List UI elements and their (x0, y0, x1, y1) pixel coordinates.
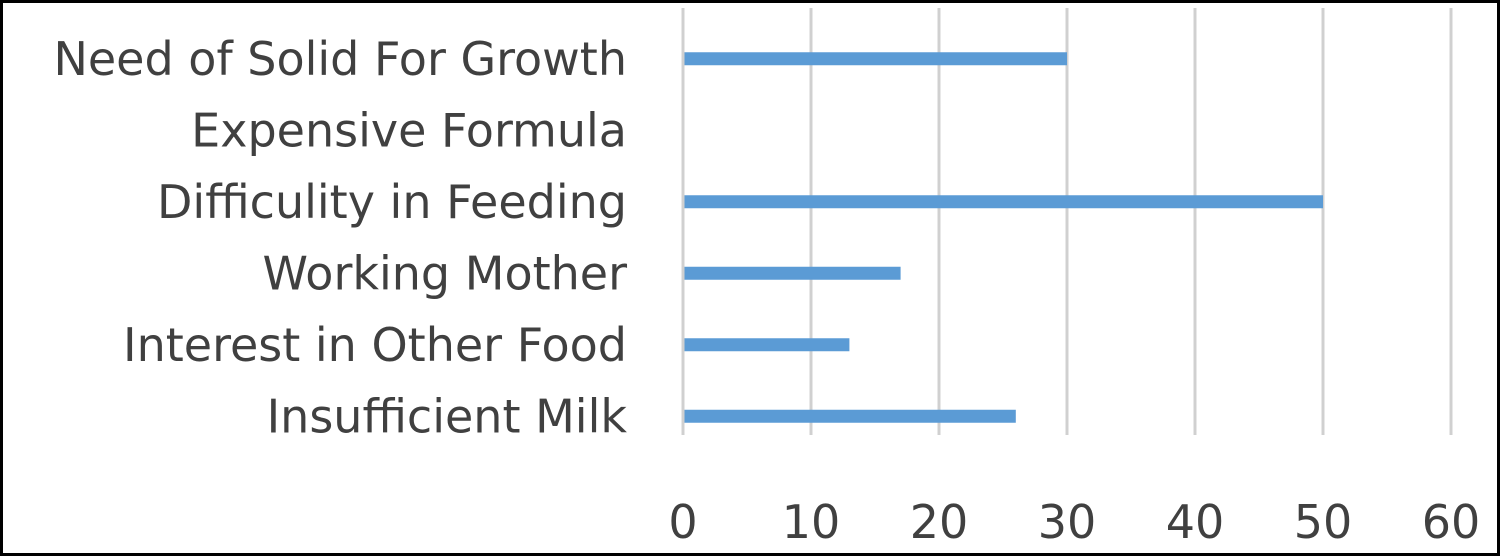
bar-3 (684, 195, 1323, 209)
bars (684, 52, 1323, 423)
category-label-2: Expensive Formula (191, 103, 627, 157)
x-tick-label-0: 0 (668, 495, 697, 549)
x-tick-label-20: 20 (910, 495, 969, 549)
gridlines (681, 8, 1453, 435)
x-tick-label-10: 10 (782, 495, 841, 549)
bar-6 (684, 409, 1016, 423)
bar-chart: Need of Solid For Growth Expensive Formul… (53, 8, 1480, 549)
category-label-1: Need of Solid For Growth (53, 32, 627, 86)
x-axis-tick-labels: 0 10 20 30 40 50 60 (668, 495, 1480, 549)
category-labels: Need of Solid For Growth Expensive Formul… (53, 32, 627, 444)
category-label-6: Insufficient Milk (267, 389, 628, 443)
x-tick-label-60: 60 (1422, 495, 1481, 549)
bar-5 (684, 338, 850, 352)
x-tick-label-50: 50 (1294, 495, 1353, 549)
bar-4 (684, 266, 901, 280)
category-label-3: Difficulity in Feeding (157, 175, 627, 229)
category-label-4: Working Mother (263, 246, 628, 300)
x-tick-label-40: 40 (1166, 495, 1225, 549)
category-label-5: Interest in Other Food (123, 318, 627, 372)
x-tick-label-30: 30 (1038, 495, 1097, 549)
bar-1 (684, 52, 1067, 66)
